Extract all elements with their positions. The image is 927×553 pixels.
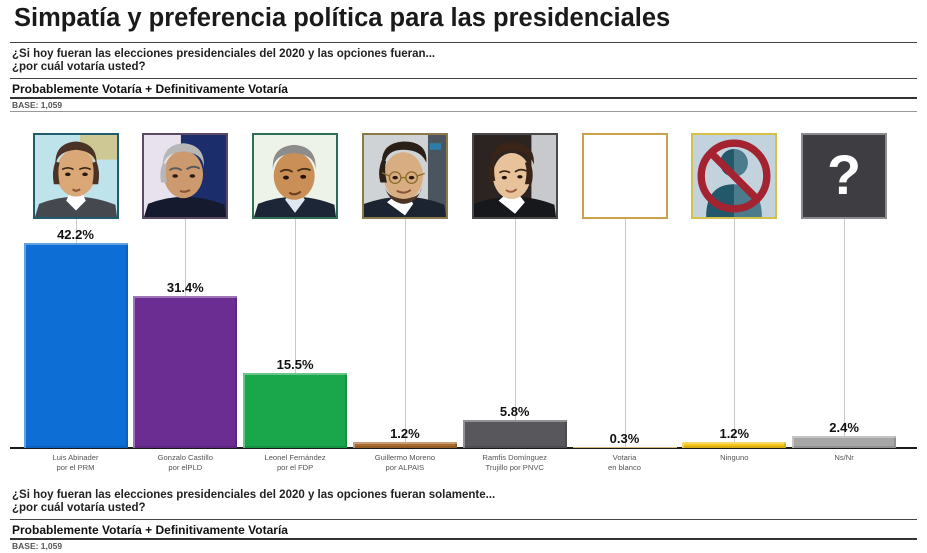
svg-text:?: ? (827, 144, 861, 206)
